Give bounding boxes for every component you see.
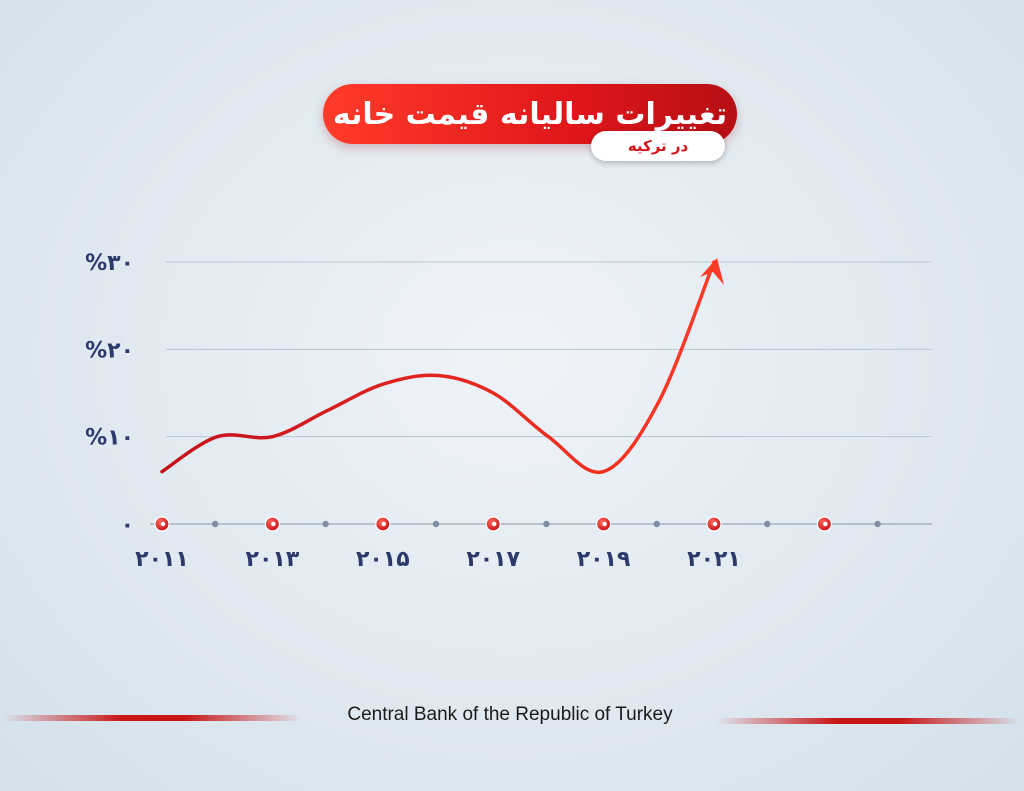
axis-dot <box>764 520 771 528</box>
axis-dot <box>212 520 219 528</box>
axis-marker <box>816 516 833 532</box>
chart-title: تغییرات سالیانه قیمت خانه <box>323 84 737 144</box>
source-note: Central Bank of the Republic of Turkey <box>347 704 673 725</box>
series-line <box>160 260 716 475</box>
axis-dot <box>874 520 881 528</box>
axis-marker <box>706 516 722 532</box>
x-tick-label: ۲۰۲۱ <box>687 547 741 572</box>
axis-marker <box>264 516 280 532</box>
x-tick-label: ۲۰۱۱ <box>135 547 189 572</box>
y-tick-label: %۳۰ <box>85 251 134 276</box>
y-tick-label: %۲۰ <box>85 338 134 363</box>
axis-marker <box>595 516 612 532</box>
axis-dot <box>432 520 440 528</box>
x-tick-label: ۲۰۱۵ <box>356 547 410 572</box>
axis-marker <box>375 516 391 532</box>
chart-subtitle: در ترکیه <box>591 131 725 161</box>
x-tick-label: ۲۰۱۳ <box>246 547 300 572</box>
footer-line-left <box>4 715 302 721</box>
axis-dot <box>543 520 550 528</box>
x-tick-label: ۲۰۱۹ <box>577 547 631 572</box>
x-tick-label: ۲۰۱۷ <box>466 547 520 572</box>
y-tick-label: ۰ <box>121 513 134 538</box>
series-arrowhead <box>700 258 724 285</box>
axis-marker <box>485 516 501 532</box>
axis-dot <box>653 520 660 528</box>
footer-line-right <box>716 718 1020 724</box>
y-tick-label: %۱۰ <box>85 426 134 451</box>
axis-dot <box>322 520 329 528</box>
axis-marker <box>154 516 170 532</box>
